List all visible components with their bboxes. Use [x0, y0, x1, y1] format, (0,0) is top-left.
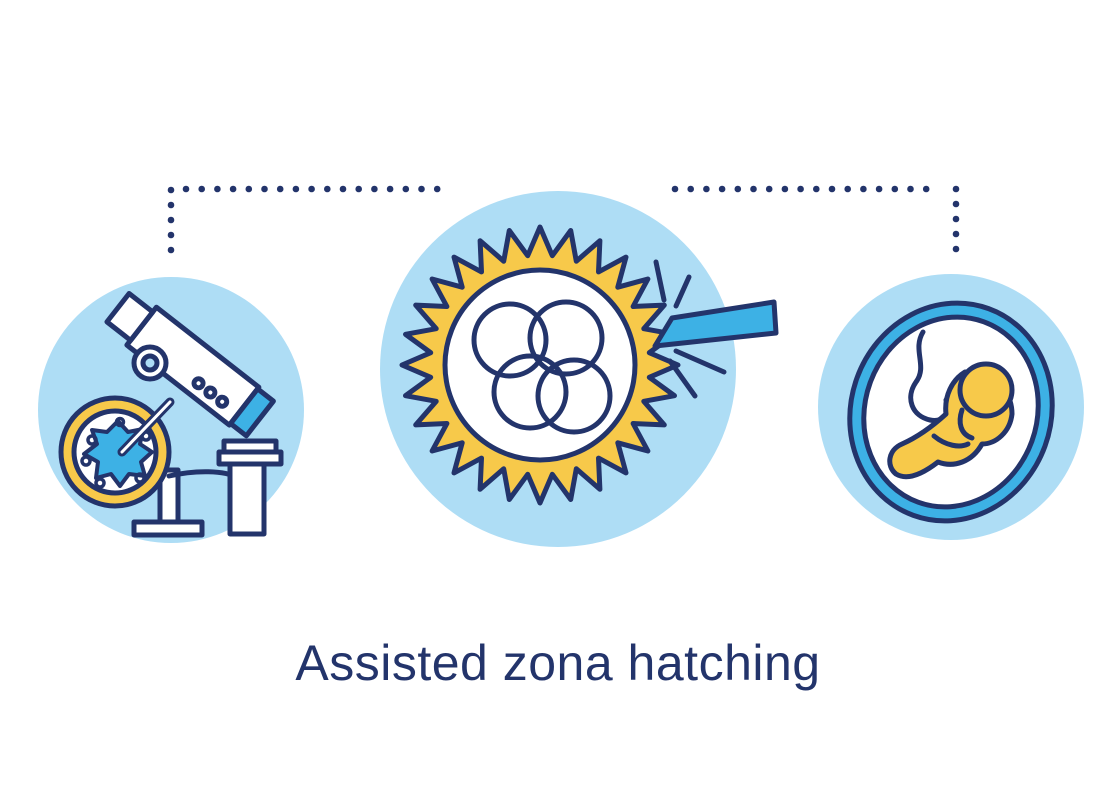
connector-dot [292, 185, 300, 193]
connector-dot [844, 185, 851, 193]
connector-dot [765, 185, 773, 193]
connector-dot [860, 185, 867, 193]
connector-dot [339, 185, 347, 193]
connector-dot [907, 185, 914, 193]
connector-dot [198, 185, 205, 193]
connector-dot [875, 185, 883, 193]
connector-dot [355, 185, 363, 193]
connector-dot [167, 186, 175, 194]
connector-dot [671, 185, 679, 193]
connector-dot [308, 185, 315, 193]
blastomere-cells [471, 299, 613, 435]
connector-dot [418, 185, 425, 193]
connector-dot [402, 185, 410, 193]
connector-dot [386, 185, 394, 193]
connector-dot [718, 185, 726, 193]
connector-dot [952, 245, 960, 253]
connector-dot [167, 201, 175, 209]
magnified-cell-icon [58, 395, 175, 509]
fetus-figure [887, 329, 1015, 480]
connector-dot [261, 185, 268, 193]
connector-dot [734, 185, 742, 193]
connector-dot [245, 185, 253, 193]
connector-dot [276, 185, 284, 193]
diagram-title: Assisted zona hatching [295, 635, 821, 691]
connector-dot [952, 185, 960, 193]
connector-dot [952, 230, 960, 238]
connector-dot [371, 185, 378, 193]
connector-dot [828, 185, 836, 193]
connector-dot [182, 185, 190, 193]
hatching-embryo-icon [380, 191, 779, 547]
fetus-in-womb-icon [818, 274, 1084, 540]
connector-dot [167, 231, 175, 239]
connector-dot [952, 215, 960, 223]
microscope-icon [38, 277, 304, 543]
connector-dot [433, 185, 441, 193]
connector-dot [813, 185, 820, 193]
connector-dot [214, 185, 221, 193]
connector-dot [167, 246, 175, 254]
connector-dot [952, 200, 960, 208]
connector-dot [703, 185, 710, 193]
laser-tool-icon [652, 259, 779, 399]
dotted-connector-right [671, 185, 960, 253]
connector-dot [750, 185, 757, 193]
connector-dot [324, 185, 331, 193]
connector-dot [922, 185, 930, 193]
connector-dot [229, 185, 237, 193]
connector-dot [797, 185, 804, 193]
connector-dot [687, 185, 694, 193]
connector-dot [167, 216, 175, 224]
connector-dot [781, 185, 789, 193]
connector-dot [891, 185, 899, 193]
dotted-connector-left [167, 185, 441, 254]
